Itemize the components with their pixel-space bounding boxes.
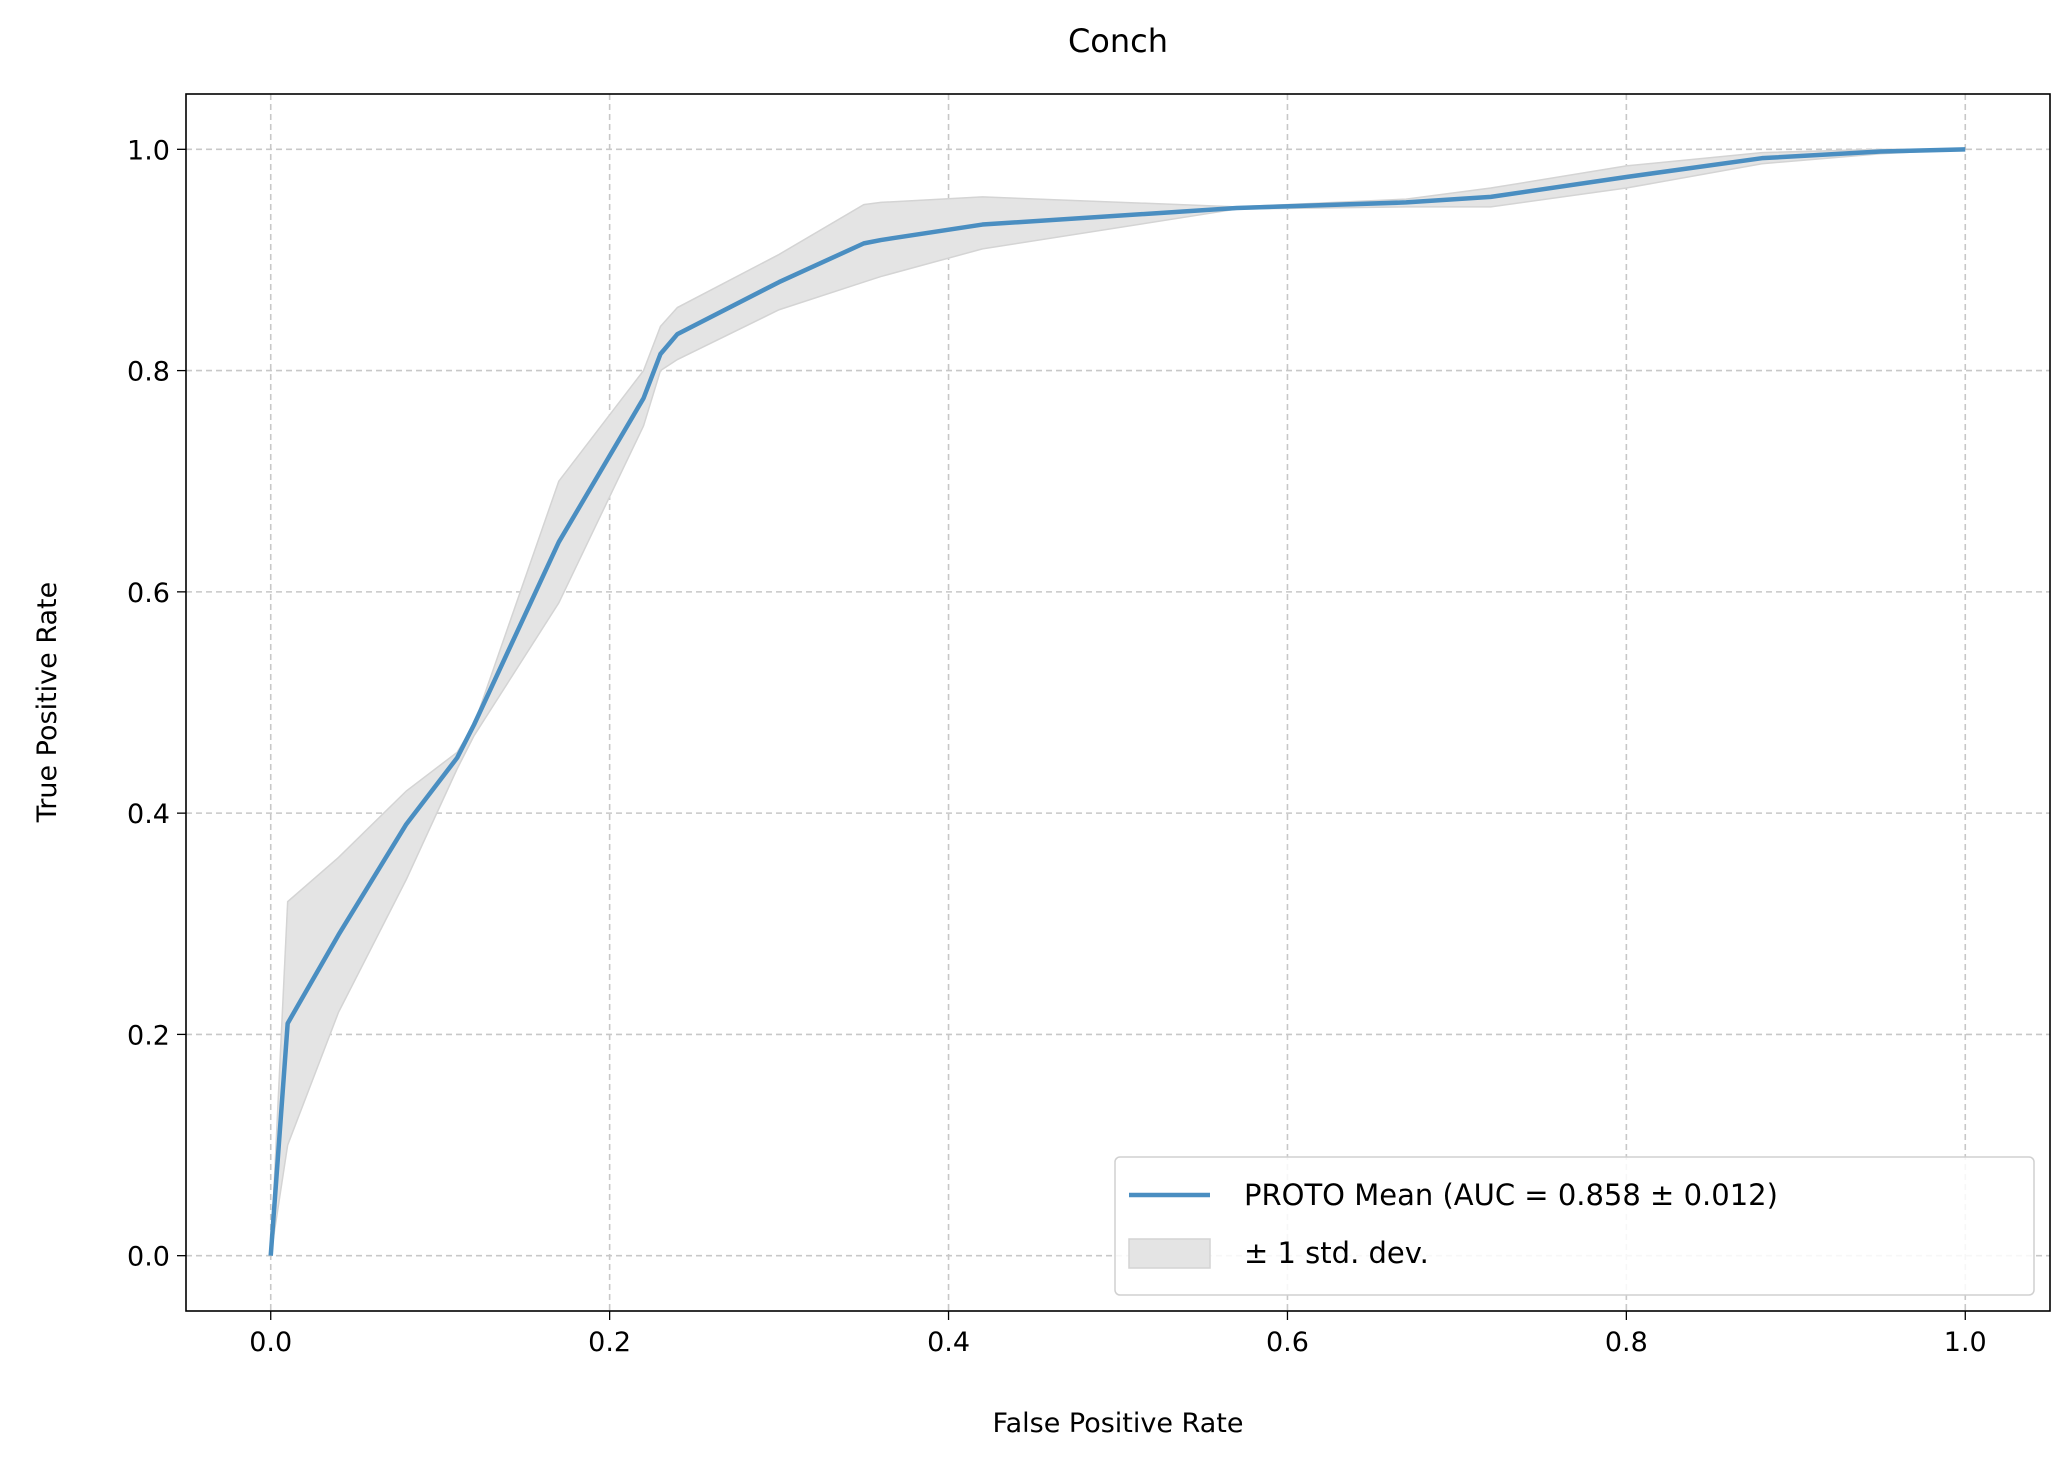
- y-tick-label: 0.0: [127, 1242, 170, 1273]
- x-axis-label: False Positive Rate: [993, 1408, 1244, 1439]
- std-band: [269, 148, 1966, 1256]
- x-tick-label: 0.4: [927, 1327, 970, 1358]
- plot-frame: [185, 93, 2051, 1312]
- legend-swatch: [1128, 1238, 1211, 1269]
- y-tick-label: 1.0: [127, 135, 170, 166]
- y-tick-label: 0.4: [127, 799, 170, 830]
- legend-label: PROTO Mean (AUC = 0.858 ± 0.012): [1244, 1178, 1778, 1212]
- legend-box: [1114, 1156, 2035, 1296]
- y-tick-label: 0.6: [127, 578, 170, 609]
- roc-line: [268, 147, 1966, 1256]
- x-tick-label: 1.0: [1944, 1327, 1987, 1358]
- legend-label: ± 1 std. dev.: [1244, 1236, 1429, 1270]
- x-tick-label: 0.8: [1605, 1327, 1648, 1358]
- y-tick-label: 0.8: [127, 357, 170, 388]
- x-tick-label: 0.2: [588, 1327, 631, 1358]
- y-axis-label: True Positive Rate: [32, 582, 63, 824]
- x-tick-label: 0.0: [249, 1327, 292, 1358]
- chart-title: Conch: [1068, 22, 1168, 60]
- y-tick-label: 0.2: [127, 1020, 170, 1051]
- x-tick-label: 0.6: [1266, 1327, 1309, 1358]
